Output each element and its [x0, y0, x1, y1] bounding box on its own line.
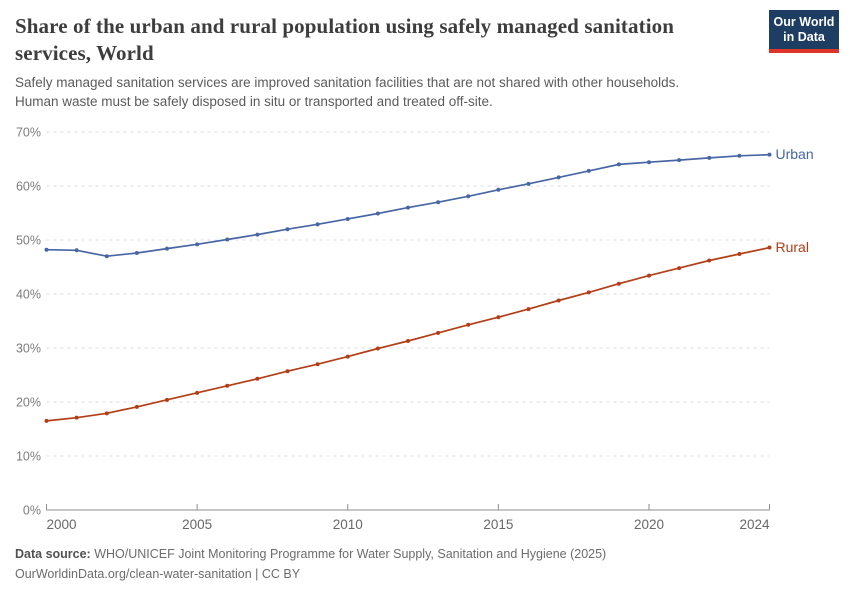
urban-data-point — [647, 160, 651, 165]
rural-data-point — [165, 397, 169, 402]
rural-data-point — [104, 411, 109, 416]
y-tick-label: 30% — [16, 342, 41, 356]
chart-subtitle-line1: Safely managed sanitation services are i… — [15, 75, 680, 90]
urban-data-point — [707, 155, 712, 160]
urban-data-point — [44, 247, 49, 252]
rural-data-point — [225, 383, 230, 388]
rural-data-point — [134, 404, 139, 409]
urban-data-point — [586, 168, 591, 173]
y-tick-label: 70% — [16, 126, 41, 140]
rural-data-point — [707, 258, 712, 263]
x-tick-label: 2010 — [333, 517, 363, 532]
rural-data-point — [345, 354, 350, 359]
y-tick-label: 40% — [16, 288, 41, 302]
urban-data-point — [466, 194, 471, 199]
rural-data-point — [586, 290, 591, 295]
x-tick-label: 2005 — [182, 517, 212, 532]
page-title-line2: services, World — [15, 41, 154, 65]
urban-data-point — [556, 175, 561, 180]
page-title-line1: Share of the urban and rural population … — [15, 14, 675, 38]
urban-data-point — [677, 158, 682, 163]
rural-series-line — [46, 246, 770, 422]
rural-data-point — [647, 273, 651, 278]
urban-series-label: Urban — [776, 146, 814, 162]
chart-subtitle: Safely managed sanitation services are i… — [15, 73, 795, 111]
rural-data-point — [616, 281, 621, 286]
urban-data-point — [737, 153, 742, 158]
urban-series-line — [46, 153, 770, 258]
rural-data-point — [737, 252, 742, 257]
rural-data-point — [195, 390, 200, 395]
chart-footer: Data source: WHO/UNICEF Joint Monitoring… — [15, 544, 835, 584]
urban-data-point — [496, 187, 501, 192]
urban-data-point — [134, 250, 139, 255]
urban-data-point — [255, 232, 260, 237]
page-title: Share of the urban and rural population … — [15, 13, 760, 67]
rural-data-point — [436, 330, 441, 335]
urban-data-point — [104, 254, 109, 259]
urban-data-point — [285, 227, 290, 232]
chart-subtitle-line2: Human waste must be safely disposed in s… — [15, 94, 493, 109]
rural-data-point — [285, 369, 290, 374]
urban-data-point — [406, 205, 410, 210]
urban-data-point — [436, 200, 441, 205]
license-line: OurWorldinData.org/clean-water-sanitatio… — [15, 567, 301, 581]
x-tick-label: 2024 — [739, 517, 770, 532]
rural-data-point — [406, 338, 410, 343]
data-source-line: Data source: WHO/UNICEF Joint Monitoring… — [15, 544, 835, 564]
rural-data-point — [74, 415, 79, 420]
urban-data-point — [345, 216, 350, 221]
data-source-text: WHO/UNICEF Joint Monitoring Programme fo… — [90, 547, 607, 561]
rural-series-label: Rural — [776, 239, 809, 255]
y-tick-label: 50% — [16, 234, 41, 248]
rural-data-point — [767, 245, 772, 250]
urban-data-point — [767, 152, 772, 157]
rural-data-point — [677, 266, 682, 271]
y-tick-label: 60% — [16, 180, 41, 194]
x-tick-label: 2020 — [634, 517, 664, 532]
urban-data-point — [74, 248, 79, 253]
owid-logo-line2: in Data — [783, 30, 825, 44]
rural-data-point — [466, 322, 471, 327]
urban-data-point — [165, 246, 169, 251]
y-tick-label: 0% — [23, 504, 41, 518]
rural-data-point — [255, 376, 260, 381]
urban-data-point — [225, 237, 230, 242]
urban-data-point — [315, 222, 320, 227]
owid-logo-line1: Our World — [773, 15, 835, 29]
rural-data-point — [375, 346, 380, 351]
owid-logo[interactable]: Our World in Data — [769, 10, 839, 53]
urban-data-point — [526, 181, 531, 186]
y-tick-label: 20% — [16, 396, 41, 410]
x-tick-label: 2000 — [47, 517, 77, 532]
rural-data-point — [526, 307, 531, 312]
rural-data-point — [496, 315, 501, 320]
data-source-label: Data source: — [15, 547, 91, 561]
y-tick-label: 10% — [16, 450, 41, 464]
rural-data-point — [556, 298, 561, 303]
urban-data-point — [195, 242, 200, 247]
x-tick-label: 2015 — [483, 517, 513, 532]
rural-data-point — [44, 418, 49, 423]
urban-data-point — [375, 211, 380, 216]
urban-data-point — [616, 162, 621, 167]
rural-data-point — [315, 362, 320, 367]
